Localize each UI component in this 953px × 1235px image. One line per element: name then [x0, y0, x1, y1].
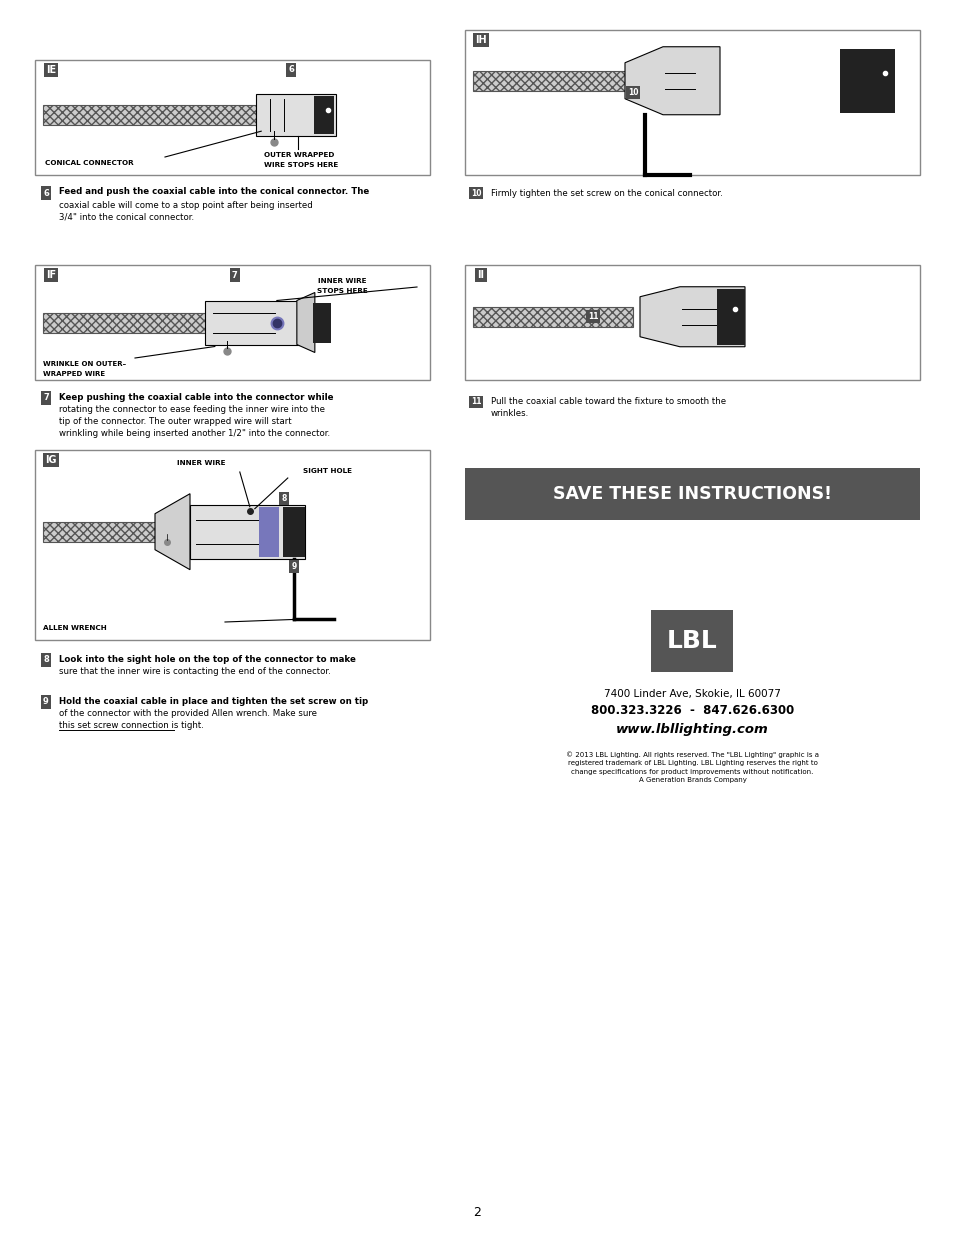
Bar: [840, 48, 894, 112]
Text: 7: 7: [43, 394, 49, 403]
Text: 6: 6: [288, 65, 294, 74]
Bar: [464, 266, 919, 380]
Text: © 2013 LBL Lighting. All rights reserved. The "LBL Lighting" graphic is a
regist: © 2013 LBL Lighting. All rights reserved…: [565, 751, 818, 783]
Bar: [314, 96, 334, 135]
Text: tip of the connector. The outer wrapped wire will start: tip of the connector. The outer wrapped …: [59, 417, 292, 426]
Polygon shape: [624, 47, 720, 115]
Text: STOPS HERE: STOPS HERE: [316, 288, 367, 294]
Bar: [35, 61, 430, 175]
Bar: [473, 306, 633, 327]
Text: 10: 10: [627, 88, 638, 98]
Text: 800.323.3226  -  847.626.6300: 800.323.3226 - 847.626.6300: [590, 704, 793, 716]
Text: OUTER WRAPPED: OUTER WRAPPED: [264, 152, 335, 158]
Bar: [313, 303, 331, 342]
Text: Keep pushing the coaxial cable into the connector while: Keep pushing the coaxial cable into the …: [59, 393, 334, 401]
Text: 2: 2: [473, 1207, 480, 1219]
Text: IE: IE: [46, 65, 56, 75]
Text: Pull the coaxial cable toward the fixture to smooth the: Pull the coaxial cable toward the fixtur…: [491, 396, 725, 405]
Text: Feed and push the coaxial cable into the conical connector. The: Feed and push the coaxial cable into the…: [59, 188, 369, 196]
Text: this set screw connection is tight.: this set screw connection is tight.: [59, 721, 204, 730]
Text: 10: 10: [470, 189, 480, 198]
Bar: [256, 94, 335, 136]
Text: WRAPPED WIRE: WRAPPED WIRE: [43, 370, 105, 377]
Bar: [283, 506, 305, 557]
Text: of the connector with the provided Allen wrench. Make sure: of the connector with the provided Allen…: [59, 709, 316, 719]
Text: IF: IF: [46, 270, 56, 280]
Text: SAVE THESE INSTRUCTIONS!: SAVE THESE INSTRUCTIONS!: [553, 485, 831, 503]
Text: 6: 6: [43, 189, 49, 198]
Bar: [190, 505, 305, 558]
Text: INNER WIRE: INNER WIRE: [317, 278, 366, 284]
Text: IH: IH: [475, 35, 486, 44]
Bar: [35, 450, 430, 640]
Text: 7400 Linder Ave, Skokie, IL 60077: 7400 Linder Ave, Skokie, IL 60077: [603, 689, 781, 699]
Text: ALLEN WRENCH: ALLEN WRENCH: [43, 625, 107, 631]
Text: 8: 8: [281, 494, 287, 503]
Text: SIGHT HOLE: SIGHT HOLE: [302, 468, 352, 474]
Text: LBL: LBL: [666, 629, 717, 653]
Bar: [43, 105, 256, 125]
Text: rotating the connector to ease feeding the inner wire into the: rotating the connector to ease feeding t…: [59, 405, 325, 415]
Text: WRINKLE ON OUTER–: WRINKLE ON OUTER–: [43, 361, 126, 367]
Text: sure that the inner wire is contacting the end of the connector.: sure that the inner wire is contacting t…: [59, 667, 331, 677]
Text: 9: 9: [43, 698, 49, 706]
Text: II: II: [477, 270, 484, 280]
Bar: [464, 30, 919, 175]
Text: CONICAL CONNECTOR: CONICAL CONNECTOR: [45, 161, 133, 165]
Polygon shape: [639, 287, 744, 347]
Bar: [35, 266, 430, 380]
Text: 8: 8: [43, 656, 49, 664]
Bar: [717, 289, 744, 345]
Bar: [43, 312, 248, 332]
Bar: [205, 300, 305, 345]
Text: coaxial cable will come to a stop point after being inserted: coaxial cable will come to a stop point …: [59, 200, 313, 210]
Polygon shape: [154, 494, 190, 569]
Text: 9: 9: [291, 562, 296, 572]
Text: wrinkles.: wrinkles.: [491, 409, 529, 417]
Text: Hold the coaxial cable in place and tighten the set screw on tip: Hold the coaxial cable in place and tigh…: [59, 697, 368, 705]
Text: wrinkling while being inserted another 1/2" into the connector.: wrinkling while being inserted another 1…: [59, 430, 330, 438]
Bar: [258, 506, 278, 557]
Text: IG: IG: [45, 454, 56, 466]
Bar: [651, 610, 733, 672]
Bar: [473, 70, 652, 90]
Text: 11: 11: [587, 312, 598, 321]
Bar: [43, 521, 253, 542]
Text: www.lbllighting.com: www.lbllighting.com: [616, 724, 768, 736]
Polygon shape: [296, 293, 314, 352]
Bar: [464, 468, 919, 520]
Text: WIRE STOPS HERE: WIRE STOPS HERE: [264, 162, 338, 168]
Text: 11: 11: [470, 398, 480, 406]
Text: Firmly tighten the set screw on the conical connector.: Firmly tighten the set screw on the coni…: [491, 189, 722, 198]
Text: 3/4" into the conical connector.: 3/4" into the conical connector.: [59, 212, 193, 221]
Text: INNER WIRE: INNER WIRE: [176, 459, 225, 466]
Text: 7: 7: [232, 270, 237, 279]
Text: Look into the sight hole on the top of the connector to make: Look into the sight hole on the top of t…: [59, 655, 355, 663]
